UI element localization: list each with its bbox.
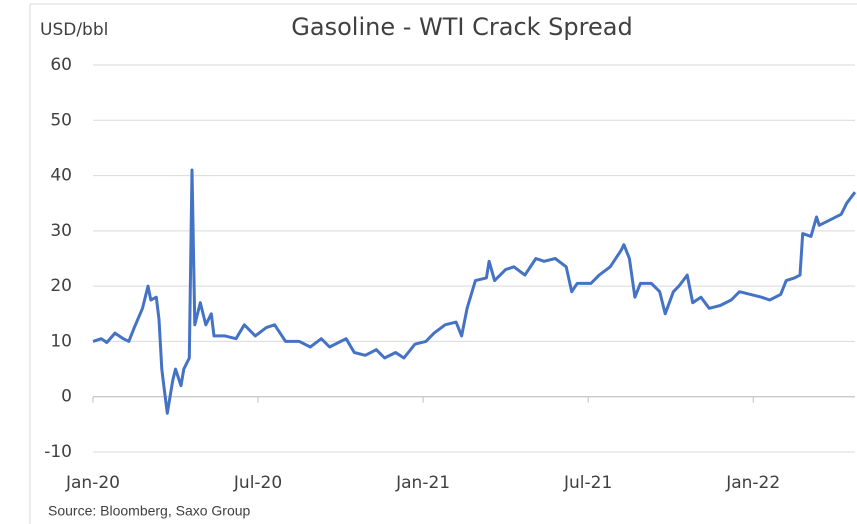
y-tick-label: 10 <box>50 331 72 351</box>
x-tick-label: Jul-20 <box>233 473 282 493</box>
line <box>92 168 857 415</box>
y-tick-label: 0 <box>61 387 72 407</box>
x-tick-label: Jul-21 <box>563 473 612 493</box>
y-tick-label: 30 <box>50 221 72 241</box>
y-tick-label: 50 <box>50 110 72 130</box>
y-tick-label: -10 <box>44 442 72 462</box>
y-tick-label: 20 <box>50 276 72 296</box>
y-tick-label: 40 <box>50 166 72 186</box>
x-tick-label: Jan-20 <box>65 473 120 493</box>
chart-title: Gasoline - WTI Crack Spread <box>291 13 632 41</box>
source: Source: Bloomberg, Saxo Group <box>48 503 251 519</box>
y-axis-label: USD/bbl <box>40 20 108 40</box>
y-tick-label: 60 <box>50 55 72 75</box>
x-tick-label: Jan-21 <box>395 473 450 493</box>
x-tick-label: Jan-22 <box>725 473 780 493</box>
